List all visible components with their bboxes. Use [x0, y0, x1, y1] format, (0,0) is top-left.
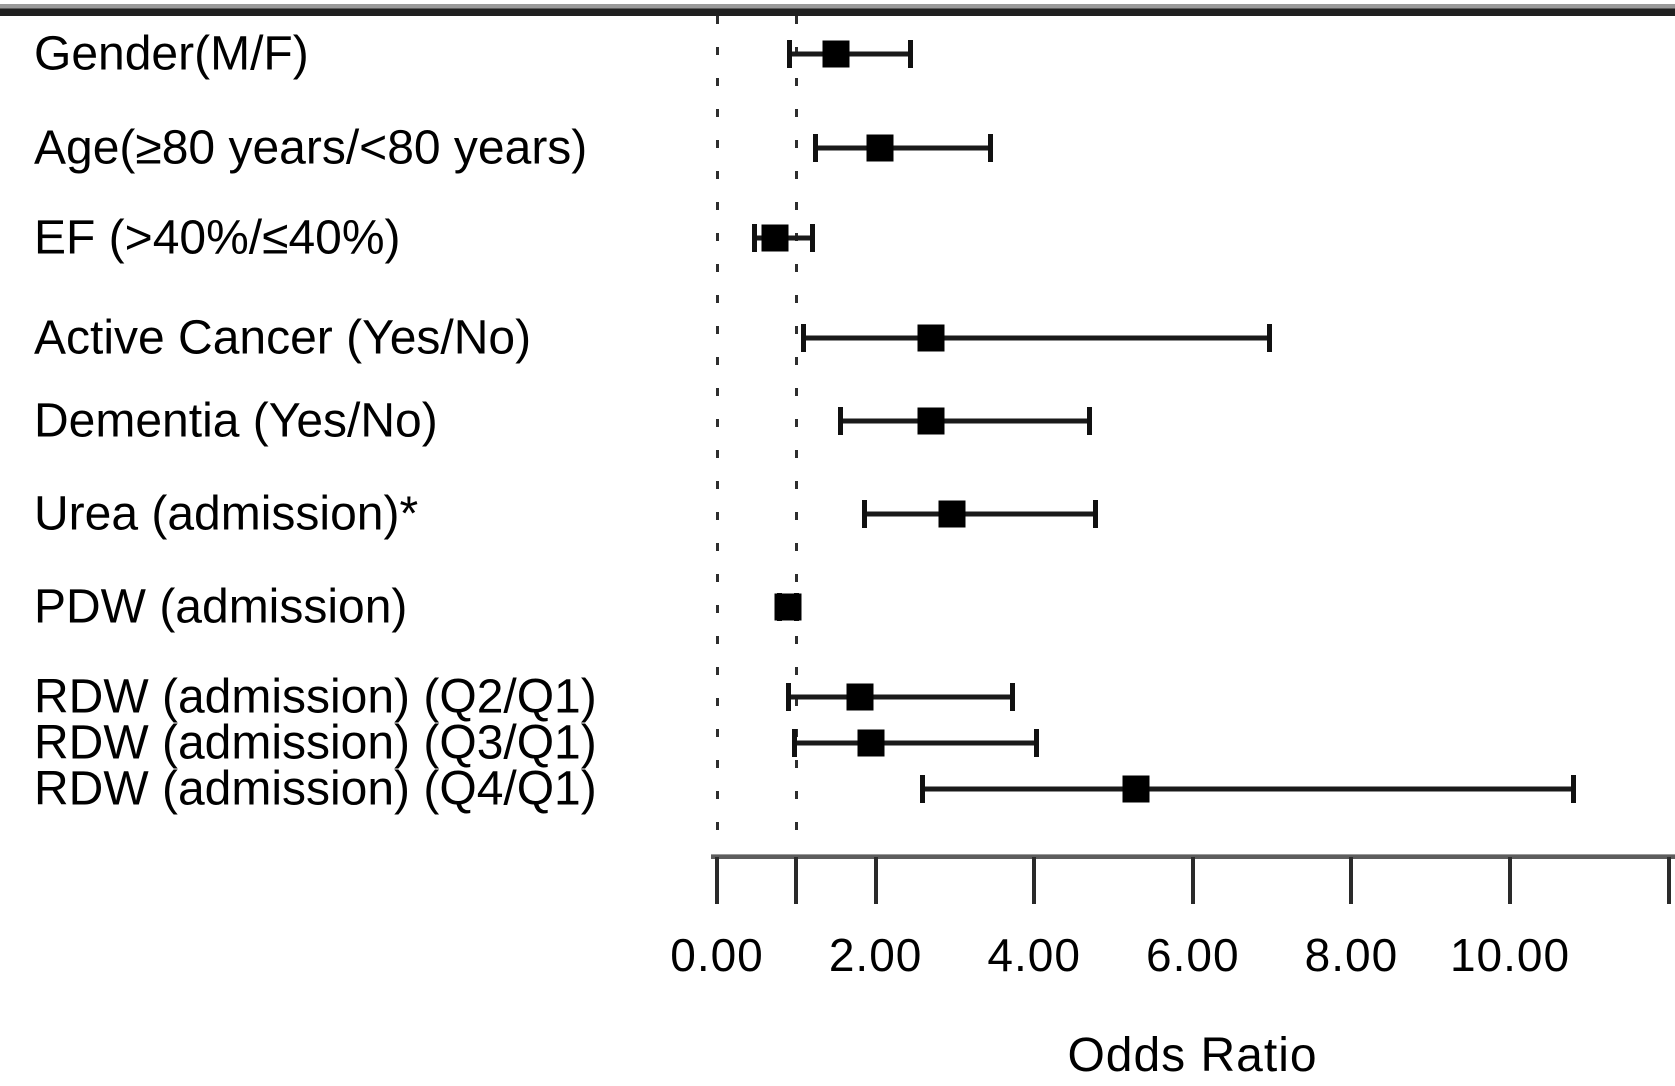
or-square-marker: [1122, 775, 1150, 803]
or-square-marker: [761, 224, 789, 252]
x-axis-tick-12: [1666, 857, 1671, 904]
row-label: EF (>40%/≤40%): [34, 211, 401, 265]
or-square-marker: [846, 683, 874, 711]
ci-cap-right: [1033, 729, 1039, 757]
x-axis-tick-label: 4.00: [987, 929, 1081, 981]
ci-line: [812, 145, 993, 151]
ci-line: [801, 335, 1273, 341]
row-label: RDW (admission) (Q3/Q1): [34, 716, 597, 770]
x-axis-tick-8: [1349, 857, 1354, 904]
ci-line: [786, 51, 913, 57]
or-square-marker: [822, 40, 850, 68]
reference-line-0: [715, 16, 719, 848]
row-label: Urea (admission)*: [34, 487, 419, 541]
row-label: Age(≥80 years/<80 years): [34, 121, 588, 175]
ci-cap-right: [1010, 683, 1016, 711]
row-label: Dementia (Yes/No): [34, 394, 438, 448]
or-square-marker: [774, 593, 802, 621]
ci-line: [785, 694, 1016, 700]
ci-cap-right: [907, 40, 913, 68]
or-square-marker: [857, 729, 885, 757]
ci-cap-left: [792, 729, 798, 757]
ci-cap-left: [785, 683, 791, 711]
row-label: RDW (admission) (Q2/Q1): [34, 670, 597, 724]
ci-cap-right: [1570, 775, 1576, 803]
x-axis-tick-1: [794, 857, 799, 904]
ci-cap-left: [920, 775, 925, 803]
or-square-marker: [917, 407, 945, 435]
ci-cap-right: [1092, 500, 1098, 528]
or-square-marker: [917, 324, 945, 352]
ci-line: [792, 740, 1039, 746]
x-axis-tick-label: 6.00: [1146, 929, 1240, 981]
x-axis-title: Odds Ratio: [1067, 1029, 1318, 1082]
top-border-line: [0, 4, 1675, 16]
x-axis-tick-2: [873, 857, 878, 904]
x-axis-tick-label: 8.00: [1304, 929, 1399, 981]
ci-cap-left: [812, 134, 818, 162]
ci-cap-left: [751, 224, 757, 252]
ci-cap-right: [810, 224, 816, 252]
ci-line: [920, 786, 1576, 792]
ci-cap-right: [1087, 407, 1093, 435]
row-label: RDW (admission) (Q4/Q1): [34, 762, 597, 816]
x-axis-tick-4: [1032, 857, 1037, 904]
ci-cap-right: [987, 134, 993, 162]
ci-cap-left: [801, 324, 807, 352]
or-square-marker: [938, 500, 966, 528]
x-axis-tick-label: 2.00: [828, 929, 923, 981]
ci-cap-left: [862, 500, 868, 528]
x-axis-tick-label: 0.00: [670, 929, 764, 981]
row-label: Gender(M/F): [34, 27, 309, 81]
ci-cap-left: [786, 40, 792, 68]
ci-cap-left: [837, 407, 843, 435]
ci-line: [862, 511, 1098, 517]
ci-cap-right: [1267, 324, 1273, 352]
x-axis-tick-label: 10.00: [1449, 929, 1571, 981]
x-axis-tick-0: [715, 857, 719, 904]
row-label: Active Cancer (Yes/No): [34, 311, 532, 365]
x-axis-tick-6: [1190, 857, 1195, 904]
ci-line: [837, 418, 1093, 424]
reference-line-1: [794, 16, 798, 848]
row-label: PDW (admission): [34, 580, 408, 634]
or-square-marker: [866, 134, 894, 162]
x-axis-tick-10: [1508, 857, 1512, 904]
